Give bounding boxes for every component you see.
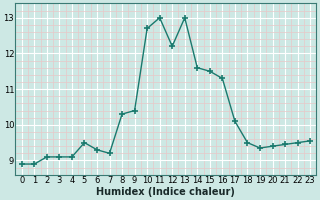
X-axis label: Humidex (Indice chaleur): Humidex (Indice chaleur) <box>97 187 236 197</box>
